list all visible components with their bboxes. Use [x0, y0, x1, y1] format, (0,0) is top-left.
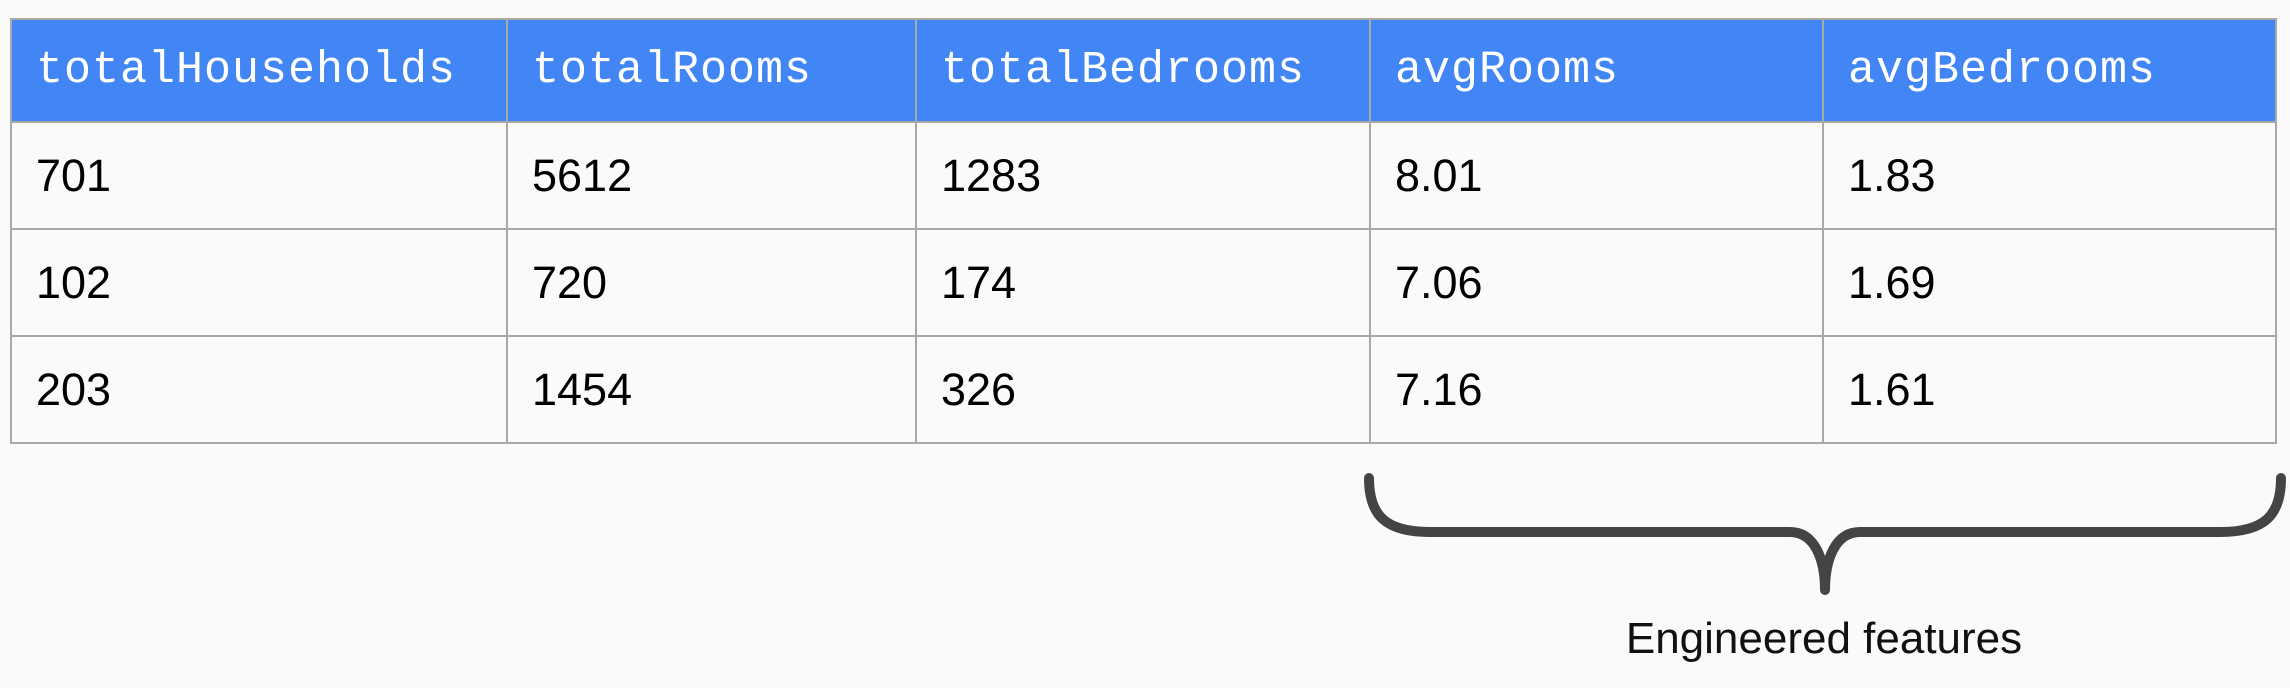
table-cell: 326 — [915, 335, 1371, 444]
table-cell: 1454 — [506, 335, 917, 444]
table-cell: 701 — [10, 121, 508, 230]
table-cell: 174 — [915, 228, 1371, 337]
table-row: 102 720 174 7.06 1.69 — [10, 228, 2277, 337]
table-row: 701 5612 1283 8.01 1.83 — [10, 121, 2277, 230]
column-header-total-bedrooms: totalBedrooms — [915, 18, 1371, 123]
column-header-avg-bedrooms: avgBedrooms — [1822, 18, 2277, 123]
table-cell: 720 — [506, 228, 917, 337]
column-header-total-rooms: totalRooms — [506, 18, 917, 123]
table-cell: 102 — [10, 228, 508, 337]
column-header-total-households: totalHouseholds — [10, 18, 508, 123]
table-cell: 8.01 — [1369, 121, 1824, 230]
table-cell: 7.16 — [1369, 335, 1824, 444]
table-row: 203 1454 326 7.16 1.61 — [10, 335, 2277, 444]
feature-table: totalHouseholds totalRooms totalBedrooms… — [10, 18, 2277, 444]
table-cell: 1283 — [915, 121, 1371, 230]
table-cell: 1.61 — [1822, 335, 2277, 444]
table-cell: 1.69 — [1822, 228, 2277, 337]
engineered-features-label: Engineered features — [1625, 614, 2023, 663]
brace-path — [1364, 473, 2286, 595]
column-header-avg-rooms: avgRooms — [1369, 18, 1824, 123]
table-header-row: totalHouseholds totalRooms totalBedrooms… — [10, 18, 2277, 123]
curly-brace-icon — [1364, 473, 2286, 595]
table-cell: 5612 — [506, 121, 917, 230]
table-cell: 1.83 — [1822, 121, 2277, 230]
table-cell: 203 — [10, 335, 508, 444]
table-cell: 7.06 — [1369, 228, 1824, 337]
